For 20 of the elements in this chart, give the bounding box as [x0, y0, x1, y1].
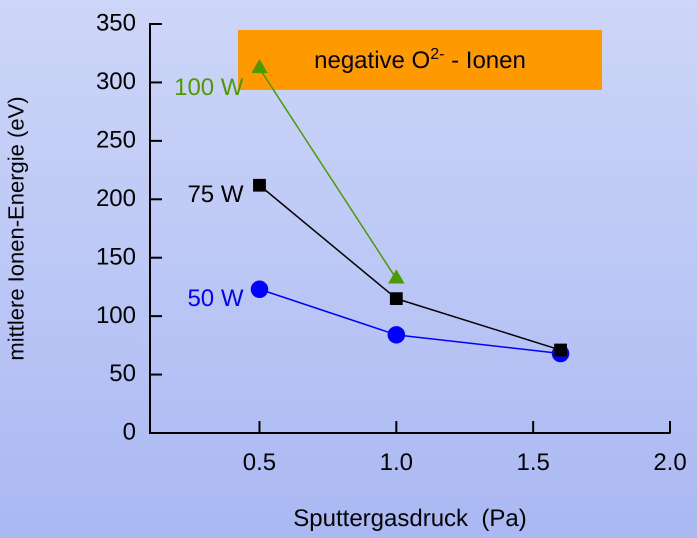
y-axis-title: mittlere Ionen-Energie (eV): [3, 96, 28, 361]
y-tick-label: 100: [96, 302, 136, 329]
x-tick-label: 0.5: [242, 449, 276, 476]
x-tick-label: 1.0: [380, 449, 414, 476]
point: [250, 280, 268, 298]
x-axis-title: Sputtergasdruck (Pa): [293, 505, 527, 532]
y-tick-label: 300: [96, 68, 136, 96]
series-label: 75 W: [187, 180, 244, 208]
y-tick-label: 350: [96, 10, 136, 37]
point: [390, 292, 403, 306]
point: [388, 326, 406, 344]
y-tick-label: 50: [109, 360, 136, 388]
y-tick-label: 0: [122, 418, 136, 446]
y-tick-label: 150: [96, 243, 136, 270]
y-tick-label: 250: [96, 126, 136, 154]
x-tick-label: 2.0: [653, 449, 687, 476]
point: [253, 178, 266, 192]
y-tick-label: 200: [96, 184, 136, 212]
series-label: 50 W: [187, 284, 244, 312]
x-tick-label: 1.5: [516, 449, 550, 476]
